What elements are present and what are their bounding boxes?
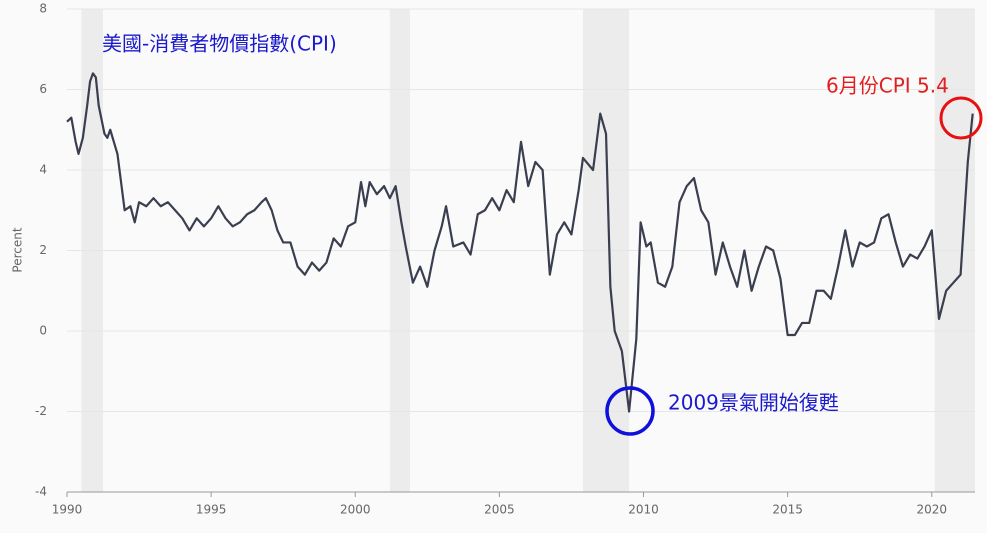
y-tick-label: 6 — [39, 82, 47, 96]
x-tick-label: 2015 — [772, 503, 803, 517]
y-tick-label: 0 — [39, 324, 47, 338]
annotation: 6月份CPI 5.4 — [826, 74, 949, 98]
y-axis-label: Percent — [11, 227, 25, 272]
y-tick-label: -4 — [35, 485, 47, 499]
x-tick-label: 2005 — [484, 503, 515, 517]
highlight-circle — [939, 96, 983, 140]
x-tick-label: 2010 — [628, 503, 659, 517]
x-tick-label: 1995 — [196, 503, 227, 517]
y-tick-label: 2 — [39, 243, 47, 257]
x-tick-label: 2000 — [340, 503, 371, 517]
x-tick-label: 2020 — [916, 503, 947, 517]
x-tick-label: 1990 — [52, 503, 83, 517]
y-tick-label: 8 — [39, 2, 47, 16]
y-tick-label: -2 — [35, 404, 47, 418]
annotation: 2009景氣開始復甦 — [668, 391, 839, 415]
highlight-circle — [605, 386, 655, 436]
chart-title: 美國-消費者物價指數(CPI) — [102, 32, 337, 56]
y-tick-label: 4 — [39, 163, 47, 177]
cpi-line — [66, 72, 974, 413]
